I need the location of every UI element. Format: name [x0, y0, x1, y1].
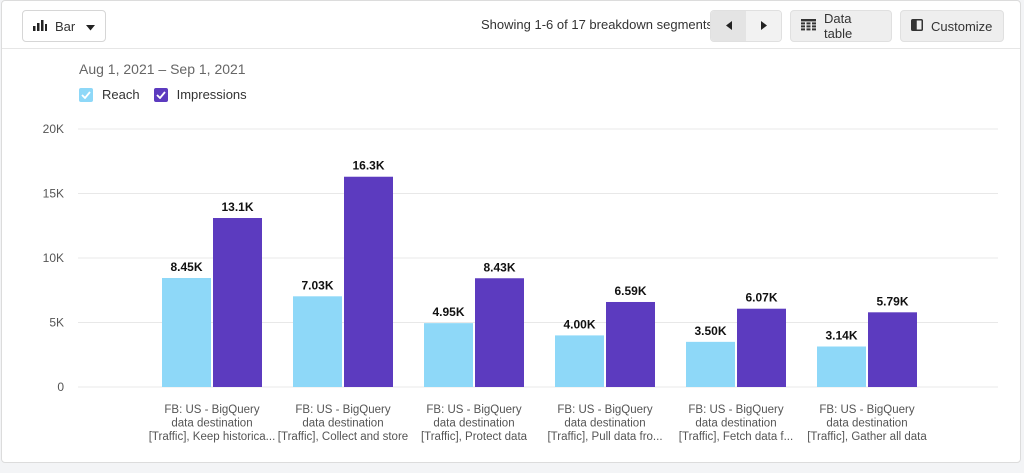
y-tick-label: 20K	[43, 122, 64, 136]
segment-pagination	[710, 10, 782, 42]
checkbox-icon	[79, 87, 93, 102]
next-page-button[interactable]	[746, 11, 781, 41]
bar-impressions[interactable]	[868, 312, 917, 387]
data-label: 3.14K	[825, 328, 857, 342]
customize-button[interactable]: Customize	[900, 10, 1004, 42]
bar-chart: 0 5K 10K 15K 20K 8.45K 13.1K 7.03K 16.3K 4.95K 8.…	[43, 122, 998, 443]
bar-reach[interactable]	[817, 346, 866, 387]
chart-type-dropdown[interactable]: Bar	[22, 10, 106, 42]
caret-down-icon	[86, 19, 95, 34]
legend-item-impressions[interactable]: Impressions	[153, 87, 247, 102]
bar-chart-icon	[33, 19, 47, 34]
legend: Reach Impressions	[79, 87, 247, 102]
data-table-label: Data table	[824, 11, 853, 41]
caret-left-icon	[725, 17, 732, 35]
chart-type-label: Bar	[55, 18, 76, 34]
bar-impressions[interactable]	[475, 278, 524, 387]
customize-label: Customize	[931, 18, 993, 34]
bar-reach[interactable]	[293, 296, 342, 387]
x-tick-label: FB: US - BigQuery data destination [Traffi…	[679, 404, 793, 443]
y-tick-label: 0	[57, 380, 64, 394]
x-tick-label: FB: US - BigQuery data destination [Traffi…	[149, 404, 276, 443]
segments-status: Showing 1-6 of 17 breakdown segments	[481, 17, 713, 32]
caret-right-icon	[760, 17, 767, 35]
data-table-button[interactable]: Data table	[790, 10, 892, 42]
data-label: 13.1K	[221, 200, 253, 214]
data-label: 4.00K	[563, 317, 595, 331]
bar-reach[interactable]	[424, 323, 473, 387]
data-label: 6.07K	[745, 291, 777, 305]
data-label: 4.95K	[432, 305, 464, 319]
x-tick-label: FB: US - BigQuery data destination [Traffi…	[547, 404, 662, 443]
legend-label-reach: Reach	[102, 87, 140, 102]
y-tick-label: 15K	[43, 187, 64, 201]
legend-label-impressions: Impressions	[176, 87, 247, 102]
table-icon	[801, 18, 816, 34]
previous-page-button[interactable]	[711, 11, 746, 41]
bar-reach[interactable]	[686, 341, 735, 387]
bar-reach[interactable]	[162, 277, 211, 387]
data-label: 8.45K	[170, 260, 202, 274]
chart-card: Bar Showing 1-6 of 17 breakdown segments…	[1, 0, 1021, 463]
data-label: 7.03K	[301, 278, 333, 292]
data-label: 5.79K	[876, 294, 908, 308]
panel-icon	[911, 18, 923, 34]
y-tick-label: 10K	[43, 251, 64, 265]
bar-impressions[interactable]	[737, 308, 786, 387]
data-label: 16.3K	[352, 159, 384, 173]
y-tick-label: 5K	[49, 316, 64, 330]
legend-item-reach[interactable]: Reach	[79, 87, 140, 102]
x-tick-label: FB: US - BigQuery data destination [Traffi…	[421, 404, 528, 443]
date-range: Aug 1, 2021 – Sep 1, 2021	[79, 61, 246, 77]
checkbox-icon	[153, 87, 168, 102]
x-tick-label: FB: US - BigQuery data destination [Traffi…	[278, 404, 408, 443]
x-tick-label: FB: US - BigQuery data destination [Traffi…	[807, 404, 927, 443]
bar-impressions[interactable]	[606, 301, 655, 387]
bar-impressions[interactable]	[344, 176, 393, 387]
bar-reach[interactable]	[555, 335, 604, 387]
data-label: 8.43K	[483, 260, 515, 274]
toolbar: Bar Showing 1-6 of 17 breakdown segments…	[2, 1, 1020, 49]
data-label: 3.50K	[694, 324, 726, 338]
bar-impressions[interactable]	[213, 218, 262, 387]
data-label: 6.59K	[614, 284, 646, 298]
